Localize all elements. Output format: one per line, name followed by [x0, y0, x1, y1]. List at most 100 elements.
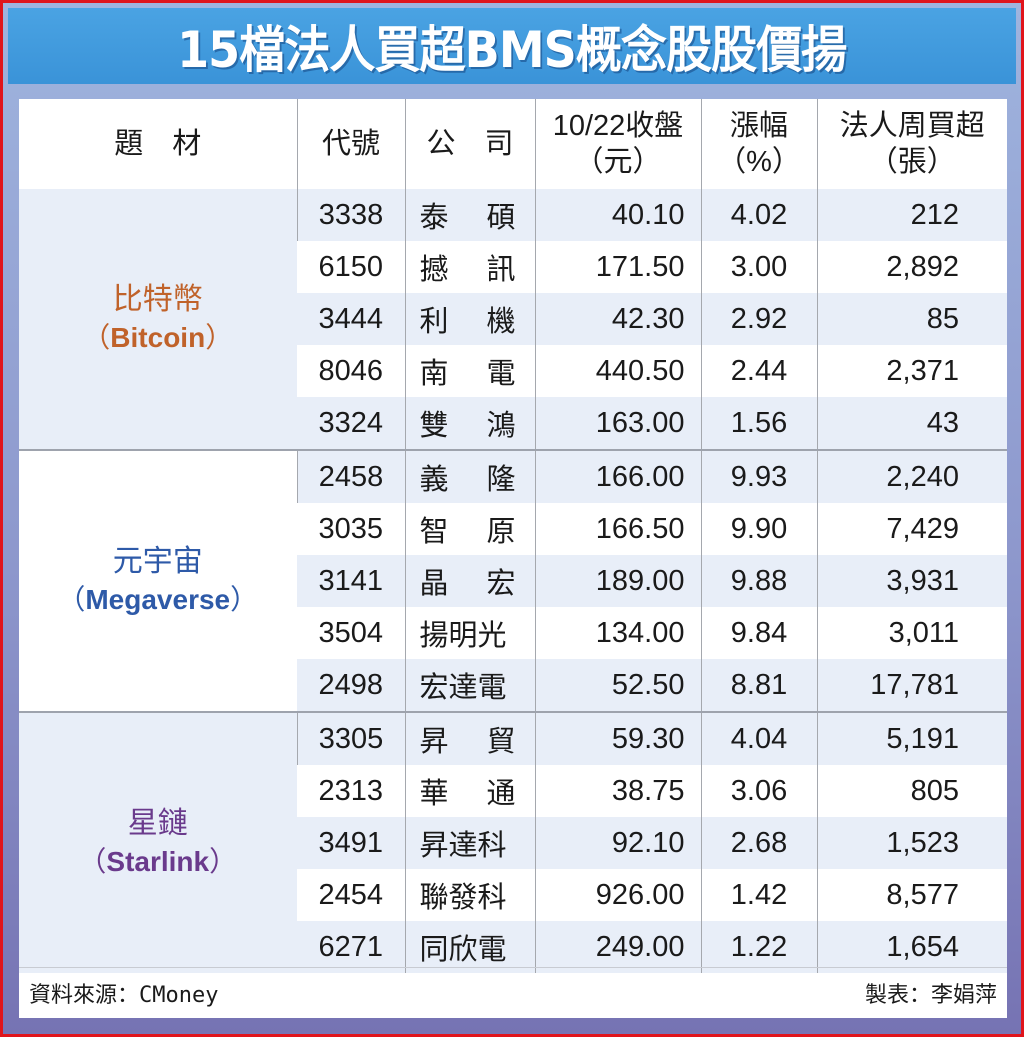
change-percent: 1.56	[700, 397, 817, 450]
header-close: 10/22收盤 （元）	[534, 99, 701, 189]
table-row: 2454 聯發科 926.00 1.42 8,577	[19, 869, 1007, 921]
change-percent: 9.93	[700, 449, 817, 503]
change-percent: 3.00	[700, 241, 817, 293]
stock-code: 3035	[297, 503, 405, 555]
stock-code: 3141	[297, 555, 405, 607]
close-price: 42.30	[534, 293, 701, 345]
company-name: 揚明光	[404, 607, 535, 659]
topic-name-zh: 星鏈	[127, 807, 188, 840]
company-name: 智原	[404, 503, 535, 555]
stock-code: 3338	[296, 189, 405, 241]
stock-code: 3305	[296, 711, 405, 765]
change-percent: 9.88	[700, 555, 817, 607]
stock-code: 2498	[297, 659, 405, 712]
net-buy-volume: 1,523	[816, 817, 1007, 869]
company-name: 義隆	[404, 449, 535, 503]
header-code: 代號	[296, 99, 405, 189]
close-price: 40.10	[534, 189, 701, 241]
close-price: 926.00	[534, 869, 701, 921]
company-name: 雙鴻	[404, 397, 535, 450]
close-price: 166.00	[534, 449, 701, 503]
topic-name-zh: 元宇宙	[112, 545, 203, 578]
change-percent: 4.04	[700, 711, 817, 765]
change-percent: 2.92	[700, 293, 817, 345]
stock-code: 3504	[297, 607, 405, 659]
net-buy-volume: 8,577	[816, 869, 1007, 921]
net-buy-volume: 2,240	[816, 449, 1007, 503]
header-topic: 題 材	[19, 99, 297, 189]
company-name: 聯發科	[404, 869, 535, 921]
table-row: 比特幣 （Bitcoin） 3338 泰碩 40.10 4.02 212	[19, 189, 1007, 450]
table-row: 2498 宏達電 52.50 8.81 17,781	[19, 659, 1007, 712]
stock-code: 2458	[296, 449, 405, 503]
company-name: 同欣電	[404, 921, 535, 973]
change-percent: 2.44	[700, 345, 817, 397]
net-buy-volume: 43	[816, 397, 1007, 450]
header-company: 公 司	[404, 99, 535, 189]
change-percent: 1.22	[700, 921, 817, 973]
topic-name-en: （Starlink）	[78, 846, 238, 877]
topic-cell: 星鏈 （Starlink）	[19, 711, 297, 973]
page-title: 15檔法人買超BMS概念股股價揚	[177, 21, 847, 79]
net-buy-volume: 805	[816, 765, 1007, 817]
company-name: 華通	[404, 765, 535, 817]
table-row: 3035 智原 166.50 9.90 7,429	[19, 503, 1007, 555]
close-price: 171.50	[534, 241, 701, 293]
company-name: 昇貿	[404, 711, 535, 765]
topic-name-zh: 比特幣	[112, 283, 203, 316]
stock-code: 3444	[297, 293, 405, 345]
table-row: 6271 同欣電 249.00 1.22 1,654	[19, 921, 1007, 973]
change-percent: 4.02	[700, 189, 817, 241]
stock-code: 6150	[297, 241, 405, 293]
company-name: 晶宏	[404, 555, 535, 607]
table-row: 3324 雙鴻 163.00 1.56 43	[19, 397, 1007, 450]
change-percent: 9.90	[700, 503, 817, 555]
table-row: 6150 撼訊 171.50 3.00 2,892	[19, 241, 1007, 293]
close-price: 38.75	[534, 765, 701, 817]
close-price: 189.00	[534, 555, 701, 607]
close-price: 52.50	[534, 659, 701, 712]
table-row: 8046 南電 440.50 2.44 2,371	[19, 345, 1007, 397]
net-buy-volume: 3,931	[816, 555, 1007, 607]
stock-code: 2454	[297, 869, 405, 921]
table-row: 3141 晶宏 189.00 9.88 3,931	[19, 555, 1007, 607]
topic-cell: 比特幣 （Bitcoin）	[19, 189, 297, 450]
change-percent: 9.84	[700, 607, 817, 659]
net-buy-volume: 1,654	[816, 921, 1007, 973]
header-row: 題 材 代號 公 司 10/22收盤 （元） 漲幅 （%） 法人周買超 （張）	[19, 99, 1007, 189]
company-name: 宏達電	[404, 659, 535, 712]
company-name: 利機	[404, 293, 535, 345]
company-name: 泰碩	[404, 189, 535, 241]
stock-table: 題 材 代號 公 司 10/22收盤 （元） 漲幅 （%） 法人周買超 （張）	[19, 99, 1007, 973]
close-price: 92.10	[534, 817, 701, 869]
topic-name-en: （Bitcoin）	[82, 322, 234, 353]
header-net-buy: 法人周買超 （張）	[816, 99, 1007, 189]
stock-code: 8046	[297, 345, 405, 397]
table-panel: 題 材 代號 公 司 10/22收盤 （元） 漲幅 （%） 法人周買超 （張）	[19, 99, 1007, 1018]
stock-code: 2313	[297, 765, 405, 817]
close-price: 166.50	[534, 503, 701, 555]
footer: 資料來源：CMoney 製表：李娟萍	[19, 967, 1007, 1018]
topic-name-en: （Megaverse）	[57, 584, 259, 615]
close-price: 59.30	[534, 711, 701, 765]
table-row: 3491 昇達科 92.10 2.68 1,523	[19, 817, 1007, 869]
close-price: 440.50	[534, 345, 701, 397]
title-bar: 15檔法人買超BMS概念股股價揚	[8, 8, 1016, 84]
change-percent: 8.81	[700, 659, 817, 712]
company-name: 南電	[404, 345, 535, 397]
net-buy-volume: 2,892	[816, 241, 1007, 293]
table-row: 3444 利機 42.30 2.92 85	[19, 293, 1007, 345]
close-price: 163.00	[534, 397, 701, 450]
table-body: 比特幣 （Bitcoin） 3338 泰碩 40.10 4.02 212 6150 撼訊 171.…	[19, 189, 1007, 973]
table-row: 星鏈 （Starlink） 3305 昇貿 59.30 4.04 5,191	[19, 711, 1007, 973]
topic-cell: 元宇宙 （Megaverse）	[19, 449, 297, 712]
table-row: 3504 揚明光 134.00 9.84 3,011	[19, 607, 1007, 659]
net-buy-volume: 3,011	[816, 607, 1007, 659]
stock-code: 3491	[297, 817, 405, 869]
stock-code: 3324	[297, 397, 405, 450]
company-name: 昇達科	[404, 817, 535, 869]
source-note: 資料來源：CMoney	[29, 983, 219, 1008]
change-percent: 1.42	[700, 869, 817, 921]
author-note: 製表：李娟萍	[864, 983, 997, 1008]
